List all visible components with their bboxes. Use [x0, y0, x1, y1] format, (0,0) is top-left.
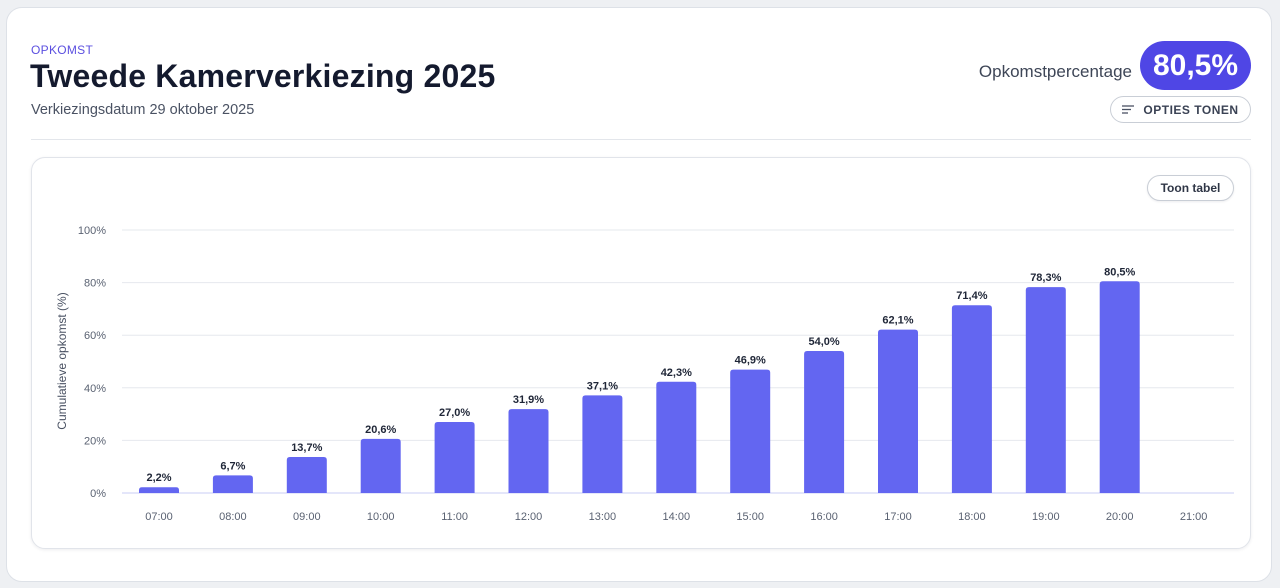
x-tick-label: 19:00 — [1032, 511, 1060, 523]
header-divider — [31, 139, 1251, 140]
bar-2000[interactable] — [1099, 281, 1140, 493]
x-tick-label: 20:00 — [1106, 511, 1134, 523]
y-tick-label: 100% — [78, 225, 106, 237]
x-tick-label: 14:00 — [663, 511, 691, 523]
bar-0800[interactable] — [212, 475, 253, 493]
x-tick-label: 15:00 — [736, 511, 764, 523]
y-tick-label: 0% — [90, 488, 106, 500]
data-label: 78,3% — [1030, 272, 1061, 284]
data-label: 13,7% — [291, 442, 322, 454]
bar-1800[interactable] — [951, 305, 992, 493]
data-label: 2,2% — [146, 472, 171, 484]
x-tick-label: 07:00 — [145, 511, 173, 523]
x-tick-label: 11:00 — [441, 511, 468, 523]
data-label: 71,4% — [956, 290, 987, 302]
bar-1200[interactable] — [508, 409, 549, 493]
page-title: Tweede Kamerverkiezing 2025 — [30, 58, 496, 94]
data-label: 27,0% — [439, 407, 470, 419]
y-axis-label: Cumulatieve opkomst (%) — [55, 292, 69, 429]
data-label: 20,6% — [365, 424, 396, 436]
y-tick-label: 40% — [84, 383, 106, 395]
data-label: 62,1% — [882, 315, 913, 327]
turnout-label: Opkomstpercentage — [978, 62, 1132, 81]
y-axis-ticks: 0% 20% 40% 60% 80% 100% — [78, 225, 106, 500]
data-label: 31,9% — [513, 394, 544, 406]
data-label: 37,1% — [587, 380, 618, 392]
bar-1500[interactable] — [730, 369, 771, 493]
x-tick-label: 17:00 — [884, 511, 912, 523]
bar-1300[interactable] — [582, 395, 623, 493]
section-eyebrow: OPKOMST — [31, 43, 94, 57]
x-tick-label: 16:00 — [810, 511, 838, 523]
x-tick-label: 18:00 — [958, 511, 986, 523]
bar-0700[interactable] — [139, 487, 179, 493]
turnout-badge: 80,5% — [1140, 41, 1251, 90]
data-label: 54,0% — [808, 336, 839, 348]
show-options-button[interactable]: OPTIES TONEN — [1110, 96, 1251, 123]
filter-lines-icon — [1122, 105, 1135, 114]
data-label: 80,5% — [1104, 266, 1135, 278]
bar-1600[interactable] — [804, 350, 845, 493]
data-label: 6,7% — [220, 460, 245, 472]
x-axis-ticks: 07:00 08:00 09:00 10:00 11:00 12:00 13:00 14:00… — [145, 511, 1207, 523]
show-options-label: OPTIES TONEN — [1143, 102, 1239, 117]
bar-1400[interactable] — [656, 381, 697, 493]
x-tick-label: 10:00 — [367, 511, 395, 523]
y-tick-label: 20% — [84, 435, 106, 447]
x-tick-label: 13:00 — [589, 511, 617, 523]
bar-1000[interactable] — [360, 438, 401, 493]
y-tick-label: 60% — [84, 330, 106, 342]
bar-0900[interactable] — [286, 456, 327, 493]
bars — [139, 281, 1140, 493]
bar-1900[interactable] — [1025, 287, 1066, 493]
y-tick-label: 80% — [84, 278, 106, 290]
data-labels: 2,2% 6,7% 13,7% 20,6% 27,0% 31,9% 37,1% 42,3% 46… — [146, 266, 1135, 484]
election-date: Verkiezingsdatum 29 oktober 2025 — [31, 102, 255, 118]
data-label: 46,9% — [735, 355, 766, 367]
bar-1700[interactable] — [878, 329, 918, 493]
show-table-button[interactable]: Toon tabel — [1147, 175, 1234, 201]
data-label: 42,3% — [661, 367, 692, 379]
bar-1100[interactable] — [434, 421, 475, 493]
x-tick-label: 12:00 — [515, 511, 543, 523]
x-tick-label: 08:00 — [219, 511, 247, 523]
x-tick-label: 21:00 — [1180, 511, 1208, 523]
x-tick-label: 09:00 — [293, 511, 321, 523]
